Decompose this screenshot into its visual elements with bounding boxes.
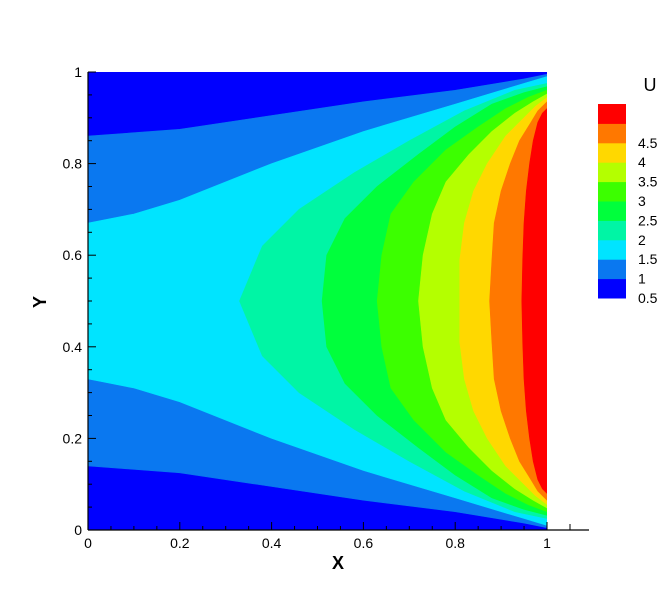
y-tick-label: 0.6: [63, 247, 83, 263]
legend-swatch: [598, 239, 626, 260]
contour-band-9: [521, 108, 547, 494]
y-tick-label: 0.8: [63, 156, 83, 172]
legend-label: 2.5: [638, 212, 658, 228]
legend: U 0.5 1 1.5 2 2.5 3 3.5 4 4.5: [598, 75, 658, 306]
y-tick-label: 0: [74, 522, 82, 538]
legend-title: U: [644, 75, 657, 95]
x-tick-label: 0.8: [445, 535, 465, 551]
legend-swatches: [598, 104, 626, 299]
y-tick-label: 0.2: [63, 430, 83, 446]
legend-swatch: [598, 104, 626, 124]
legend-label: 1: [638, 271, 646, 287]
ticks: [87, 71, 571, 531]
legend-label: 3.5: [638, 174, 658, 190]
legend-swatch: [598, 123, 626, 144]
legend-swatch: [598, 201, 626, 221]
contour-bands: [88, 72, 547, 530]
legend-label: 4.5: [638, 135, 658, 151]
y-tick-label: 0.4: [63, 339, 83, 355]
x-tick-label: 0: [84, 535, 92, 551]
legend-label: 0.5: [638, 290, 658, 306]
legend-swatch: [598, 162, 626, 183]
legend-label: 3: [638, 193, 646, 209]
y-tick-label: 1: [74, 64, 82, 80]
x-tick-label: 0.4: [262, 535, 282, 551]
legend-swatch: [598, 259, 626, 280]
tick-labels: 00 0.2 0.2 0.4 0.4 0.6 0.6 0.8 0.8 1 1: [63, 64, 552, 551]
legend-label: 1.5: [638, 251, 658, 267]
legend-labels: 0.5 1 1.5 2 2.5 3 3.5 4 4.5: [638, 135, 658, 306]
legend-label: 4: [638, 154, 646, 170]
x-tick-label: 0.6: [354, 535, 374, 551]
y-axis-title: Y: [30, 296, 50, 308]
legend-label: 2: [638, 232, 646, 248]
legend-swatch: [598, 142, 626, 163]
x-tick-label: 0.2: [170, 535, 190, 551]
legend-swatch: [598, 220, 626, 241]
x-axis-title: X: [332, 553, 344, 573]
x-tick-label: 1: [543, 535, 551, 551]
legend-swatch: [598, 278, 626, 299]
legend-swatch: [598, 181, 626, 202]
